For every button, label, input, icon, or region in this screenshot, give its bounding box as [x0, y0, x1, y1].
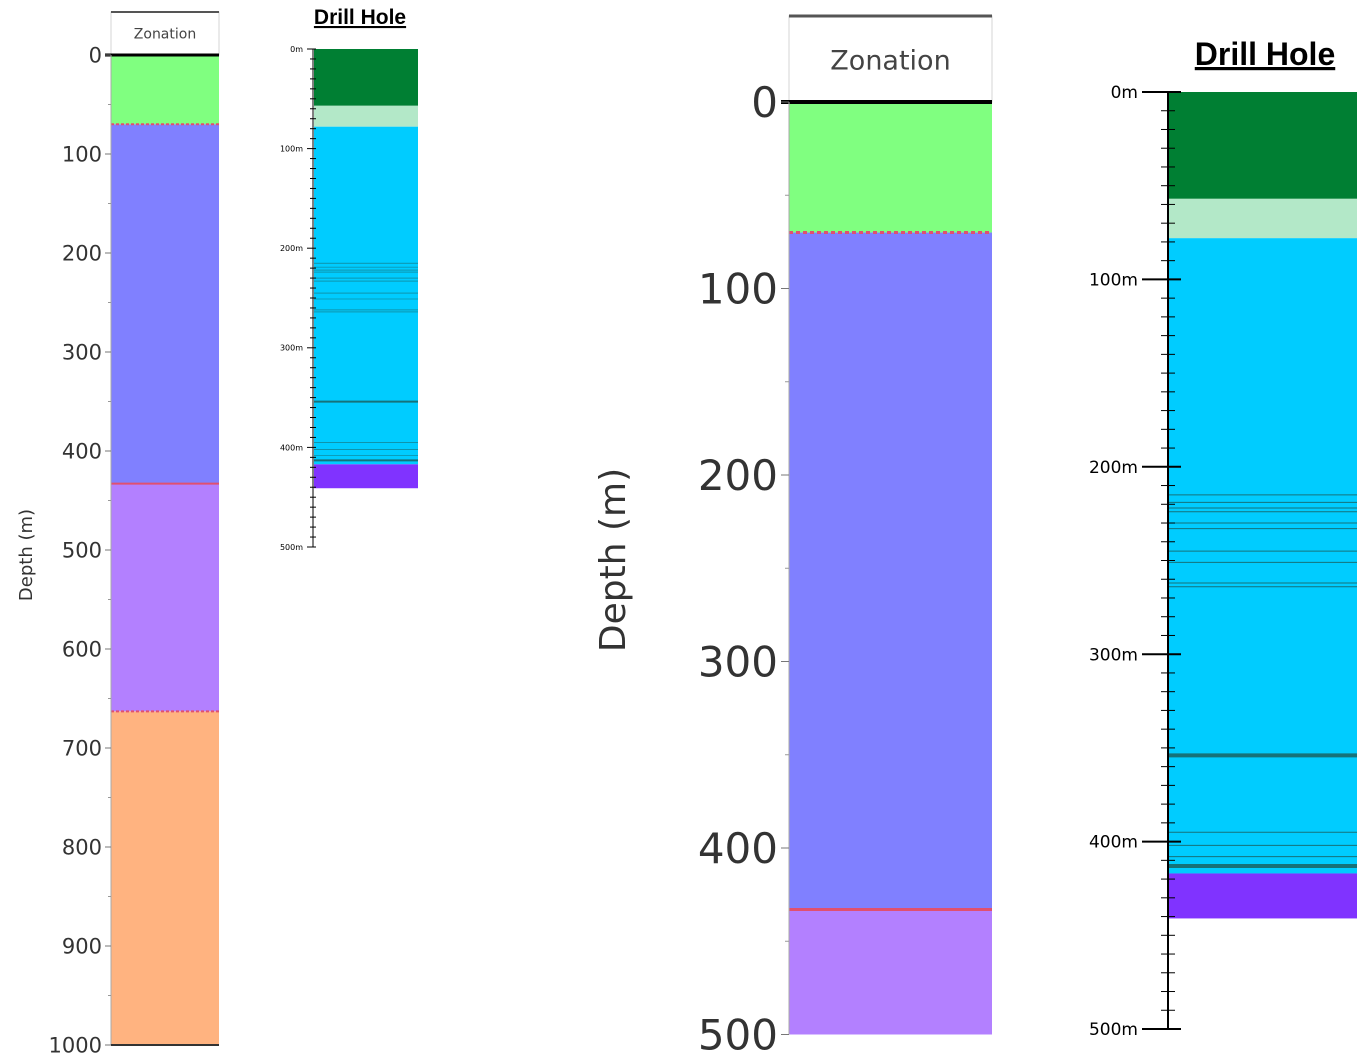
drill-tick-label-300: 300m	[1089, 645, 1138, 665]
drill-tick-label-400: 400m	[280, 443, 303, 452]
depth-tick-label-800: 800	[62, 836, 102, 860]
drill-hole-panel-large: Drill Hole 0m 100m 200m 300m 400m 500m	[1089, 36, 1357, 1040]
depth-tick-label-1000: 1000	[49, 1034, 102, 1058]
zone-band-4	[111, 711, 219, 1045]
drill-tick-label-400: 400m	[1089, 833, 1138, 853]
zonation-header-box	[110, 11, 220, 56]
depth-tick-label-400: 400	[698, 824, 778, 873]
zone-band-2	[789, 232, 992, 910]
drill-tick-label-200: 200m	[1089, 458, 1138, 478]
lithology-interval-4	[1168, 873, 1357, 919]
drill-tick-label-100: 100m	[280, 144, 303, 153]
lithology-interval-3	[1168, 238, 1357, 874]
depth-tick-label-400: 400	[62, 440, 102, 464]
drill-tick-label-300: 300m	[280, 344, 303, 353]
lithology-interval-2	[314, 105, 418, 127]
depth-axis-title: Depth (m)	[16, 509, 37, 601]
drill-tick-label-0: 0m	[290, 45, 303, 54]
depth-tick-label-200: 200	[62, 242, 102, 266]
drill-tick-label-200: 200m	[280, 244, 303, 253]
depth-axis-title: Depth (m)	[593, 468, 634, 652]
depth-tick-label-500: 500	[698, 1011, 778, 1058]
depth-tick-label-100: 100	[62, 143, 102, 167]
depth-tick-label-200: 200	[698, 451, 778, 500]
depth-tick-label-100: 100	[698, 265, 778, 314]
depth-tick-label-500: 500	[62, 539, 102, 563]
drill-hole-title: Drill Hole	[1195, 36, 1335, 72]
zonation-panel-full: Zonation 0 100 200 300 400 500 600 700 800 900 1000…	[16, 11, 220, 1058]
zone-band-1	[789, 102, 992, 233]
zonation-panel-zoomed: Zonation 0 100 200 300 400 500 Depth (m)	[593, 14, 993, 1060]
zone-band-1	[111, 55, 219, 125]
drill-tick-label-500: 500m	[280, 543, 303, 552]
lithology-interval-4	[314, 464, 418, 489]
depth-tick-label-600: 600	[62, 638, 102, 662]
zone-band-2	[111, 124, 219, 484]
depth-tick-label-900: 900	[62, 935, 102, 959]
zonation-header-label: Zonation	[134, 27, 196, 43]
drill-hole-title: Drill Hole	[314, 6, 406, 29]
depth-tick-label-0: 0	[89, 44, 102, 68]
zone-band-3	[111, 483, 219, 712]
depth-tick-label-0: 0	[751, 78, 778, 127]
lithology-interval-1	[1168, 92, 1357, 199]
lithology-interval-2	[1168, 198, 1357, 239]
zonation-header-label: Zonation	[830, 45, 950, 76]
lithology-interval-3	[314, 126, 418, 465]
drill-tick-label-0: 0m	[1111, 83, 1138, 103]
zone-band-3	[789, 909, 992, 1035]
lithology-interval-1	[314, 49, 418, 106]
drill-hole-panel-small: Drill Hole 0m 100m 200m 300m 400m 500m	[280, 6, 418, 552]
depth-tick-label-300: 300	[698, 638, 778, 687]
drill-tick-label-500: 500m	[1089, 1020, 1138, 1040]
depth-tick-label-700: 700	[62, 737, 102, 761]
depth-tick-label-300: 300	[62, 341, 102, 365]
drill-tick-label-100: 100m	[1089, 271, 1138, 291]
